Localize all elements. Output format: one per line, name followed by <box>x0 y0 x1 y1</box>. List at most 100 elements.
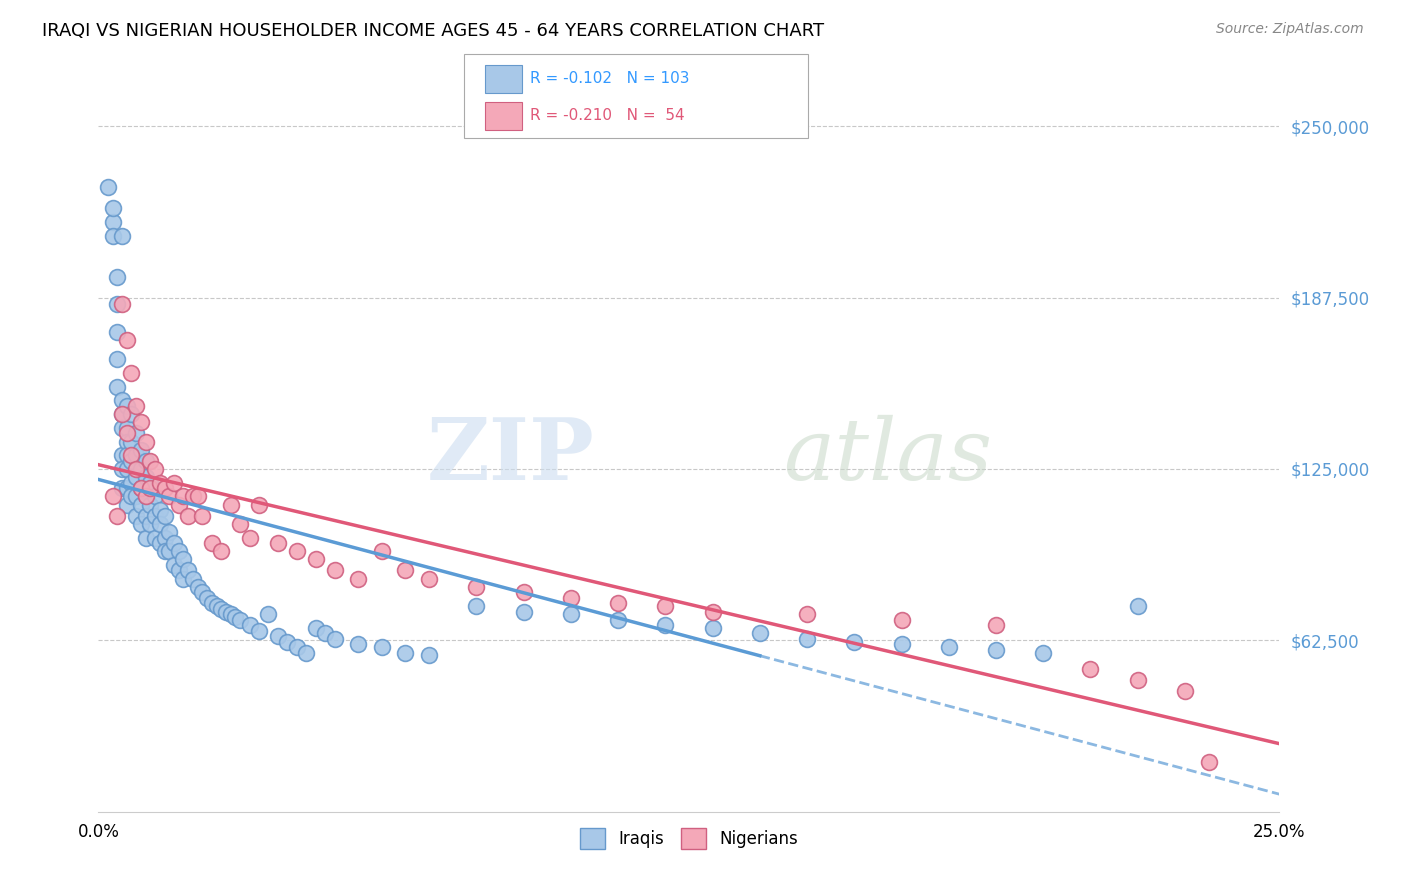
Point <box>172 489 194 503</box>
Point <box>149 503 172 517</box>
Point <box>172 552 194 566</box>
Point <box>149 516 172 531</box>
Point <box>105 508 128 523</box>
Point <box>219 498 242 512</box>
Point <box>105 325 128 339</box>
Point <box>371 544 394 558</box>
Point <box>125 489 148 503</box>
Point <box>167 498 190 512</box>
Point <box>105 270 128 285</box>
Point <box>125 448 148 462</box>
Point <box>125 462 148 476</box>
Point <box>181 572 204 586</box>
Point <box>121 448 143 462</box>
Point <box>347 637 370 651</box>
Point <box>465 580 488 594</box>
Point <box>1174 684 1197 698</box>
Point <box>111 228 134 243</box>
Point <box>1198 756 1220 770</box>
Point <box>121 489 143 503</box>
Point <box>135 489 157 503</box>
Point <box>195 591 218 605</box>
Point <box>177 563 200 577</box>
Point <box>229 613 252 627</box>
Point <box>163 558 186 572</box>
Point <box>163 536 186 550</box>
Point <box>1126 673 1149 687</box>
Point <box>115 434 138 449</box>
Point <box>285 544 308 558</box>
Point <box>143 462 166 476</box>
Point <box>101 202 124 216</box>
Point <box>153 481 176 495</box>
Point <box>1080 662 1102 676</box>
Point <box>111 393 134 408</box>
Point <box>938 640 960 655</box>
Point <box>163 475 186 490</box>
Point <box>702 605 724 619</box>
Point <box>121 407 143 421</box>
Point <box>654 599 676 613</box>
Point <box>143 531 166 545</box>
Point <box>121 434 143 449</box>
Point <box>149 475 172 490</box>
Point <box>267 629 290 643</box>
Text: R = -0.210   N =  54: R = -0.210 N = 54 <box>530 108 685 122</box>
Point <box>115 481 138 495</box>
Point <box>139 516 162 531</box>
Point <box>139 481 162 495</box>
Point <box>305 621 328 635</box>
Point <box>560 607 582 622</box>
Point <box>125 508 148 523</box>
Point <box>323 563 346 577</box>
Point <box>347 572 370 586</box>
Point <box>219 607 242 622</box>
Point <box>201 536 224 550</box>
Point <box>105 380 128 394</box>
Point <box>153 531 176 545</box>
Point <box>143 489 166 503</box>
Point <box>115 498 138 512</box>
Point <box>111 407 134 421</box>
Point <box>115 448 138 462</box>
Point <box>111 481 134 495</box>
Point <box>224 610 246 624</box>
Point <box>129 415 152 429</box>
Point <box>205 599 228 613</box>
Point <box>181 489 204 503</box>
Point <box>654 618 676 632</box>
Point <box>129 516 152 531</box>
Point <box>115 462 138 476</box>
Point <box>157 544 180 558</box>
Point <box>135 489 157 503</box>
Point <box>314 626 336 640</box>
Point <box>394 646 416 660</box>
Point <box>607 596 630 610</box>
Point <box>115 426 138 441</box>
Point <box>115 333 138 347</box>
Point <box>97 179 120 194</box>
Point <box>191 585 214 599</box>
Text: atlas: atlas <box>783 415 993 498</box>
Point <box>172 572 194 586</box>
Point <box>229 516 252 531</box>
Point <box>111 448 134 462</box>
Point <box>1126 599 1149 613</box>
Point <box>101 228 124 243</box>
Text: IRAQI VS NIGERIAN HOUSEHOLDER INCOME AGES 45 - 64 YEARS CORRELATION CHART: IRAQI VS NIGERIAN HOUSEHOLDER INCOME AGE… <box>42 22 824 40</box>
Point <box>125 399 148 413</box>
Point <box>135 531 157 545</box>
Point <box>247 498 270 512</box>
Legend: Iraqis, Nigerians: Iraqis, Nigerians <box>574 822 804 855</box>
Point <box>135 454 157 468</box>
Point <box>121 366 143 380</box>
Point <box>129 442 152 457</box>
Point <box>111 407 134 421</box>
Point <box>125 470 148 484</box>
Point <box>371 640 394 655</box>
Point <box>844 634 866 648</box>
Point <box>191 508 214 523</box>
Point <box>111 297 134 311</box>
Point <box>247 624 270 638</box>
Point <box>129 462 152 476</box>
